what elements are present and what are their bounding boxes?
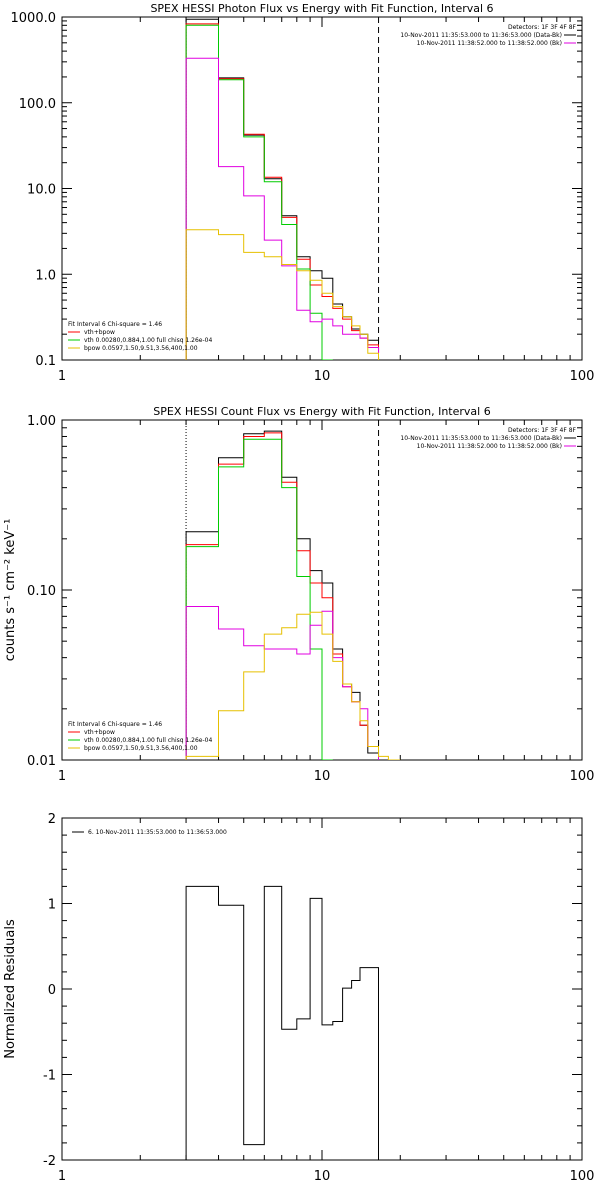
plot-frame — [61, 16, 583, 361]
chart-title: SPEX HESSI Photon Flux vs Energy with Fi… — [150, 2, 493, 15]
legend-detectors: Detectors: 1F 3F 4F 8F — [508, 427, 577, 434]
x-tick-label: 1 — [58, 369, 66, 384]
legend-entry-label: 10-Nov-2011 11:38:52.000 to 11:38:52.000… — [417, 40, 562, 47]
y-tick-label: 0.1 — [35, 354, 56, 369]
chart-panel-3: 1 10 100 -2 -1 0 1 2 Normalized Residuals 6. 10-N… — [3, 812, 594, 1184]
y-tick-label: 10.0 — [27, 183, 56, 198]
chart-panel-1: SPEX HESSI Photon Flux vs Energy with Fi… — [11, 2, 595, 384]
y-tick-label: 1.0 — [35, 268, 56, 283]
y-tick-label: 0 — [48, 983, 56, 998]
legend-entry-label: 10-Nov-2011 11:35:53.000 to 11:36:53.000… — [400, 435, 562, 442]
legend-entry-label: 10-Nov-2011 11:38:52.000 to 11:38:52.000… — [417, 443, 562, 450]
series-line-vth — [185, 24, 333, 360]
chart-panel-2: SPEX HESSI Count Flux vs Energy with Fit… — [3, 405, 594, 784]
series-group — [185, 885, 379, 1160]
x-tick-label: 1 — [58, 769, 66, 784]
legend-detectors: Detectors: 1F 3F 4F 8F — [508, 24, 577, 31]
series-line-background — [185, 611, 401, 760]
legend-entry-label: vth+bpow — [84, 729, 115, 736]
y-axis-label: counts s⁻¹ cm⁻² keV⁻¹ — [3, 519, 18, 662]
legend-entry-label: vth+bpow — [84, 329, 115, 336]
series-group — [185, 18, 379, 360]
legend-entry-label: 10-Nov-2011 11:35:53.000 to 11:36:53.000… — [400, 32, 562, 39]
series-line-bpow — [185, 606, 379, 760]
series-line-background — [185, 229, 379, 360]
legend-fit-header: Fit Interval 6 Chi-square = 1.46 — [68, 321, 162, 328]
series-line-total — [185, 18, 379, 360]
legend-entry-label: bpow 0.0597,1.50,9.51,3.56,400,1.00 — [84, 345, 198, 352]
x-tick-label: 100 — [570, 369, 595, 384]
x-tick-label: 1 — [58, 1169, 66, 1184]
legend-entry-label: vth 0.00280,0.884,1.00 full chisq 1.26e-… — [84, 737, 212, 744]
series-group — [185, 430, 401, 760]
x-tick-label: 100 — [570, 769, 595, 784]
series-line-vth — [185, 438, 333, 760]
y-tick-label: -1 — [43, 1069, 56, 1084]
x-tick-label: 10 — [314, 769, 331, 784]
series-line-fit — [185, 23, 379, 360]
series-line-total — [185, 430, 379, 760]
y-tick-label: 1000.0 — [11, 11, 57, 26]
y-tick-label: -2 — [43, 1154, 56, 1169]
legend-entry-label: 6. 10-Nov-2011 11:35:53.000 to 11:36:53.… — [88, 829, 227, 836]
y-axis-label: Normalized Residuals — [3, 919, 18, 1059]
x-tick-label: 10 — [314, 1169, 331, 1184]
y-tick-label: 1 — [48, 898, 56, 913]
legend-entry-label: vth 0.00280,0.884,1.00 full chisq 1.26e-… — [84, 337, 212, 344]
x-tick-label: 10 — [314, 369, 331, 384]
y-tick-label: 0.01 — [27, 754, 56, 769]
y-tick-label: 0.10 — [27, 584, 56, 599]
legend-fit-header: Fit Interval 6 Chi-square = 1.46 — [68, 721, 162, 728]
x-tick-label: 100 — [570, 1169, 595, 1184]
y-tick-label: 2 — [48, 812, 56, 827]
series-line-fit — [185, 432, 379, 760]
series-line-bpow — [185, 57, 379, 360]
series-line-total — [185, 885, 379, 1160]
legend-entry-label: bpow 0.0597,1.50,9.51,3.56,400,1.00 — [84, 745, 198, 752]
chart-title: SPEX HESSI Count Flux vs Energy with Fit… — [153, 405, 490, 418]
y-tick-label: 100.0 — [19, 97, 56, 112]
y-tick-label: 1.00 — [27, 414, 56, 429]
